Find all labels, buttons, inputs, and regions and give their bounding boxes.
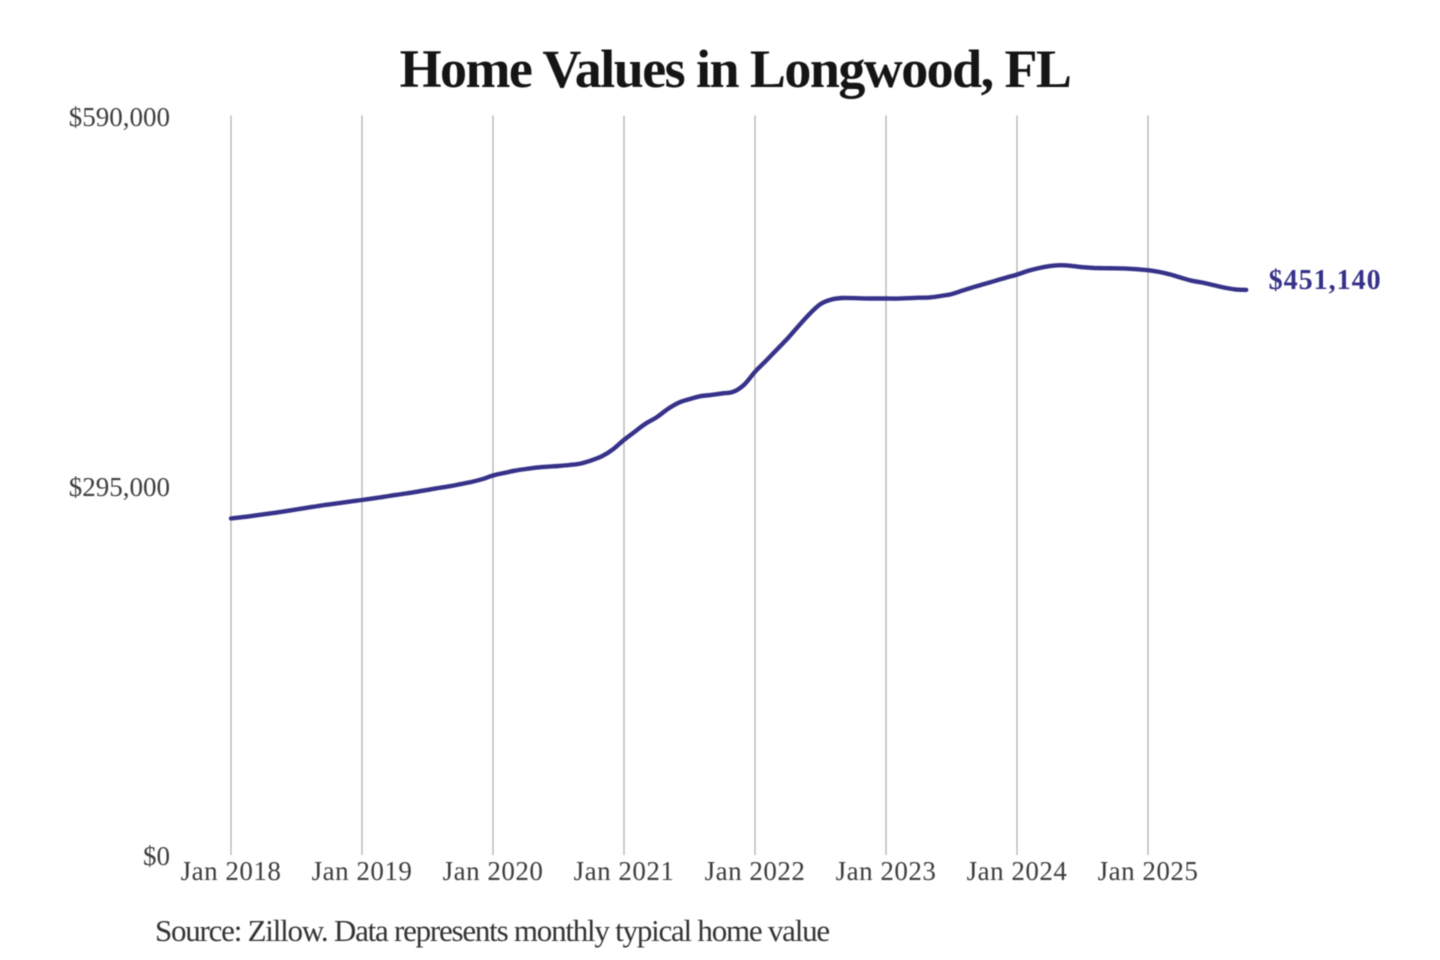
svg-text:Source: Zillow. Data represent: Source: Zillow. Data represents monthly … [155,913,829,948]
svg-text:$451,140: $451,140 [1269,265,1382,296]
svg-text:Jan 2023: Jan 2023 [836,856,937,886]
svg-text:Jan 2018: Jan 2018 [181,856,282,886]
svg-text:Home Values in Longwood, FL: Home Values in Longwood, FL [400,39,1071,99]
svg-text:Jan 2020: Jan 2020 [443,856,544,886]
svg-text:Jan 2024: Jan 2024 [967,856,1068,886]
svg-text:$0: $0 [143,841,170,871]
svg-text:Jan 2019: Jan 2019 [312,856,413,886]
svg-text:$590,000: $590,000 [69,102,170,132]
svg-text:$295,000: $295,000 [69,472,170,502]
svg-text:Jan 2025: Jan 2025 [1098,856,1199,886]
svg-text:Jan 2021: Jan 2021 [574,856,675,886]
svg-text:Jan 2022: Jan 2022 [705,856,806,886]
